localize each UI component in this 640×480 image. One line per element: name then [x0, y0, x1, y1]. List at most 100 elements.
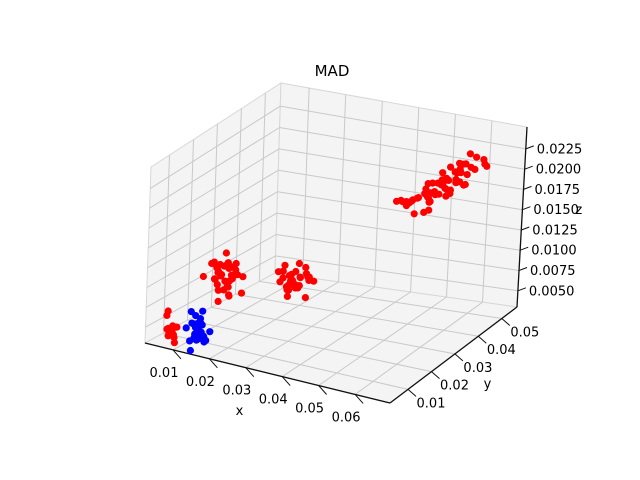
grid-left-z	[145, 234, 277, 308]
scatter-point-red-points	[463, 171, 471, 179]
grid-left-y	[187, 139, 194, 321]
y-tick	[477, 335, 487, 344]
scatter-point-red-points	[481, 160, 489, 168]
chart-title: MAD	[314, 62, 350, 80]
scatter-point-red-points	[281, 261, 289, 269]
scatter-point-red-points	[460, 181, 468, 189]
scatter-point-blue-points	[186, 337, 194, 345]
grid-floor-x	[281, 291, 411, 378]
scatter-point-blue-points	[195, 321, 203, 329]
z-axis-label: z	[575, 203, 582, 218]
scatter-point-red-points	[439, 179, 447, 187]
y-axis-line	[389, 306, 518, 404]
y-tick-label: 0.04	[487, 343, 516, 358]
x-tick	[281, 376, 291, 386]
grid-floor-x	[318, 296, 447, 386]
z-tick-label: 0.0225	[537, 142, 583, 157]
scatter-point-red-points	[296, 273, 304, 281]
scatter-point-blue-points	[195, 334, 203, 343]
scatter-point-red-points	[284, 281, 292, 289]
scatter-point-red-points	[225, 291, 233, 299]
grid-left-z	[146, 212, 278, 288]
z-tick-label: 0.0150	[533, 203, 579, 218]
scatter-point-red-points	[447, 163, 455, 171]
y-tick-label: 0.03	[463, 361, 492, 376]
scatter-point-red-points	[237, 289, 246, 297]
scatter-point-red-points	[169, 322, 177, 330]
grid-right-x	[338, 94, 347, 282]
y-tick-label: 0.02	[440, 379, 469, 394]
scatter-point-red-points	[295, 259, 303, 268]
scatter-point-red-points	[425, 198, 433, 206]
z-tick-label: 0.0050	[529, 284, 575, 299]
x-tick-label: 0.05	[295, 402, 324, 417]
scatter-point-red-points	[224, 283, 232, 291]
scatter-point-red-points	[214, 286, 222, 294]
scatter-point-red-points	[232, 266, 240, 274]
y-axis-label: y	[484, 377, 492, 392]
x-tick	[318, 385, 327, 395]
grid-right-z	[277, 191, 522, 231]
scatter-point-red-points	[473, 153, 481, 161]
z-tick-label: 0.0200	[536, 163, 582, 178]
scatter-point-red-points	[199, 272, 207, 281]
y-tick	[431, 371, 440, 379]
grid-floor-y	[187, 319, 432, 373]
grid-right-z	[280, 105, 526, 150]
scatter-point-red-points	[457, 169, 465, 177]
scatter-point-blue-points	[182, 324, 190, 332]
grid-floor-x	[354, 301, 483, 395]
scatter-point-red-points	[276, 278, 284, 286]
z-tick	[524, 165, 533, 170]
scatter-point-red-points	[170, 333, 178, 342]
z-tick	[521, 226, 530, 231]
scatter-point-blue-points	[199, 307, 207, 315]
y-tick	[454, 353, 464, 362]
x-tick	[209, 358, 218, 369]
scatter-point-red-points	[467, 163, 475, 171]
z-tick-label: 0.0100	[531, 244, 577, 259]
scatter-point-red-points	[222, 249, 230, 257]
scatter-point-red-points	[283, 292, 291, 300]
grid-left-z	[147, 191, 278, 269]
scatter-point-red-points	[428, 189, 437, 197]
scatter-point-red-points	[446, 186, 454, 194]
scatter-point-red-points	[274, 268, 283, 276]
scatter-point-red-points	[439, 169, 447, 177]
x-tick-label: 0.02	[186, 375, 215, 390]
scatter-point-red-points	[225, 264, 233, 272]
scatter-point-red-points	[239, 273, 247, 281]
x-tick-label: 0.04	[259, 393, 288, 408]
scatter-point-red-points	[213, 281, 221, 289]
y-tick	[407, 389, 417, 397]
scatter-point-red-points	[402, 202, 410, 210]
z-tick	[520, 246, 529, 251]
scatter-point-red-points	[397, 196, 405, 204]
grid-floor-x	[245, 286, 375, 369]
grid-right-z	[276, 234, 520, 271]
grid-floor-y	[211, 306, 455, 355]
scatter-point-blue-points	[206, 328, 214, 336]
z-tick-label: 0.0075	[530, 264, 576, 279]
grid-right-x	[446, 114, 456, 298]
scatter-point-red-points	[213, 264, 221, 272]
x-tick	[245, 367, 255, 378]
z-tick	[523, 185, 532, 190]
scatter-point-red-points	[210, 275, 219, 283]
scatter-point-blue-points	[186, 346, 194, 355]
scatter-point-red-points	[410, 210, 418, 218]
grid-right-x	[302, 87, 310, 277]
x-tick-label: 0.06	[332, 410, 361, 425]
grid-left-z	[148, 148, 280, 229]
y-tick-label: 0.05	[510, 326, 539, 341]
y-tick	[501, 318, 511, 326]
scatter-point-blue-points	[187, 308, 195, 316]
y-tick-label: 0.01	[417, 396, 446, 411]
grid-floor-x	[209, 281, 339, 360]
z-axis-line	[516, 126, 528, 308]
z-tick	[517, 287, 527, 292]
grid-left-z	[150, 105, 281, 189]
grid-right-z	[275, 255, 518, 292]
scatter-point-red-points	[301, 294, 309, 302]
